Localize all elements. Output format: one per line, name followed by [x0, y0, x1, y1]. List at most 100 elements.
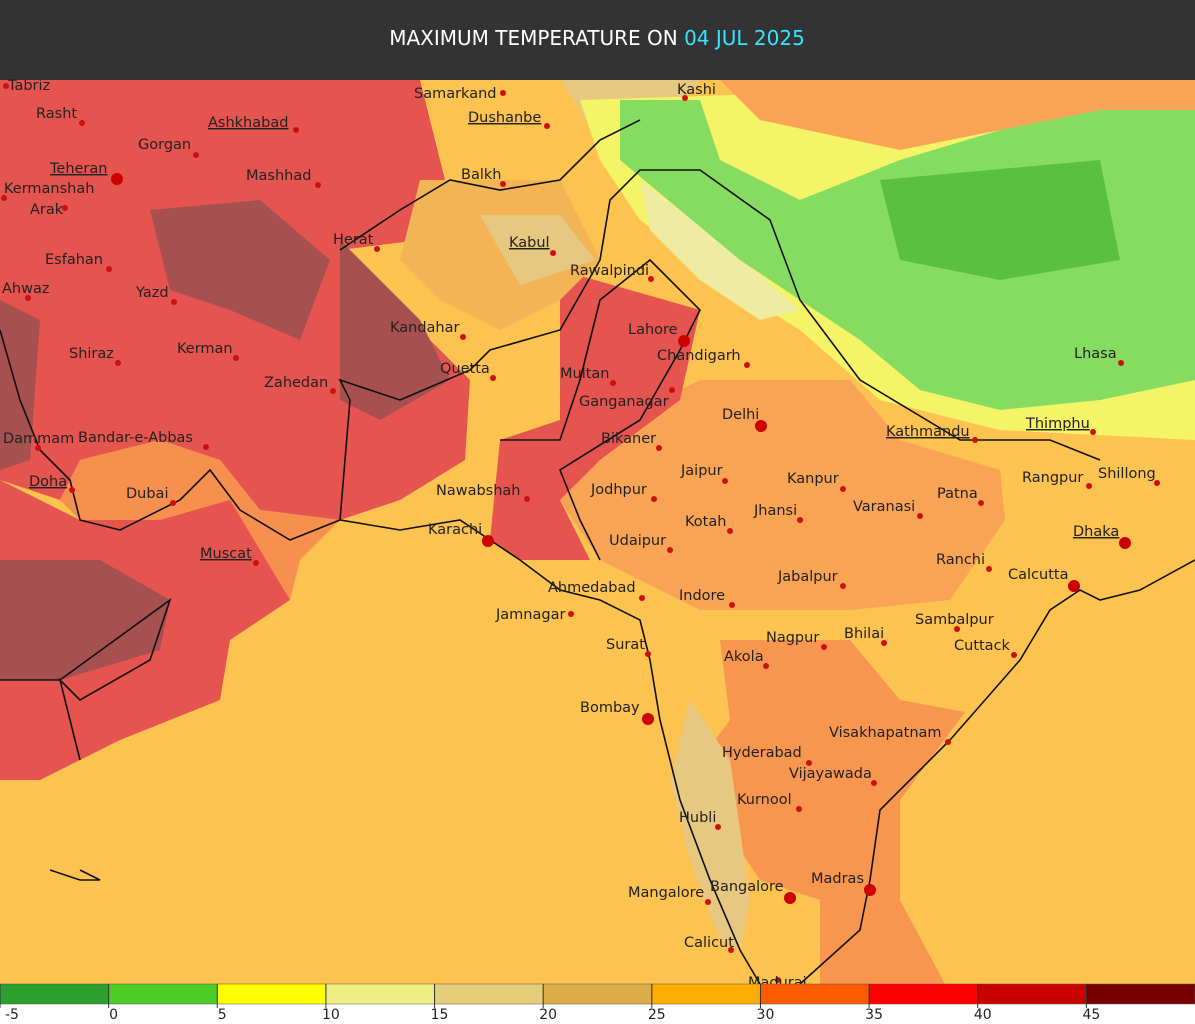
- city-label: Surat: [606, 637, 645, 653]
- legend-tick-label: 25: [648, 1007, 666, 1023]
- legend-tick-label: 35: [865, 1007, 883, 1023]
- city-label: Kanpur: [787, 471, 839, 487]
- city-label: Bikaner: [601, 431, 656, 447]
- city-dot: [79, 120, 85, 126]
- city-label: Rangpur: [1022, 470, 1083, 486]
- city-dot: [330, 388, 336, 394]
- city-label: Ahwaz: [2, 281, 49, 297]
- city-dot: [797, 517, 803, 523]
- city-label: Rasht: [36, 106, 77, 122]
- title-date: 04 JUL 2025: [684, 26, 805, 50]
- city-dot: [1154, 480, 1160, 486]
- legend-swatch: [542, 983, 653, 1005]
- color-legend: -5 0 5 10 15 20 25 30 35 40 45: [0, 983, 1195, 1024]
- city-dot: [544, 123, 550, 129]
- legend-tick-label: 30: [757, 1007, 775, 1023]
- city-label: Lahore: [628, 322, 678, 338]
- city-label: Dushanbe: [468, 110, 541, 126]
- city-label: Kandahar: [390, 320, 459, 336]
- city-dot: [500, 90, 506, 96]
- city-dot: [678, 335, 690, 347]
- city-dot: [986, 566, 992, 572]
- city-label: Kerman: [177, 341, 233, 357]
- city-label: Hyderabad: [722, 745, 802, 761]
- city-dot: [871, 780, 877, 786]
- city-dot: [645, 651, 651, 657]
- city-dot: [35, 445, 41, 451]
- city-label: Varanasi: [853, 499, 915, 515]
- city-label: Delhi: [722, 407, 759, 423]
- city-label: Bandar-e-Abbas: [78, 430, 193, 446]
- city-dot: [69, 487, 75, 493]
- city-dot: [62, 205, 68, 211]
- header-bar: [0, 0, 1195, 80]
- city-dot: [669, 387, 675, 393]
- city-label: Bangalore: [710, 879, 784, 895]
- city-dot: [864, 884, 876, 896]
- city-dot: [193, 152, 199, 158]
- city-dot: [728, 947, 734, 953]
- city-label: Akola: [724, 649, 764, 665]
- city-dot: [667, 547, 673, 553]
- city-label: Mashhad: [246, 168, 311, 184]
- city-dot: [784, 892, 796, 904]
- city-dot: [106, 266, 112, 272]
- city-dot: [840, 583, 846, 589]
- city-label: Chandigarh: [657, 348, 741, 364]
- city-dot: [972, 437, 978, 443]
- city-dot: [722, 478, 728, 484]
- city-label: Jodhpur: [590, 482, 647, 498]
- city-label: Arak: [30, 202, 64, 218]
- city-label: Rawalpindi: [570, 263, 649, 279]
- city-dot: [917, 513, 923, 519]
- city-dot: [755, 420, 767, 432]
- city-label: Patna: [937, 486, 978, 502]
- city-dot: [1086, 483, 1092, 489]
- city-label: Kabul: [509, 235, 550, 251]
- city-dot: [490, 375, 496, 381]
- city-dot: [293, 127, 299, 133]
- city-label: Kurnool: [737, 792, 792, 808]
- city-dot: [806, 760, 812, 766]
- city-dot: [482, 535, 494, 547]
- legend-swatch: [760, 983, 870, 1005]
- city-label: Jhansi: [753, 503, 797, 519]
- city-label: Bombay: [580, 700, 640, 716]
- city-dot: [639, 595, 645, 601]
- city-dot: [648, 276, 654, 282]
- legend-swatch: [651, 983, 761, 1005]
- city-label: Shillong: [1098, 466, 1156, 482]
- city-label: Zahedan: [264, 375, 328, 391]
- city-label: Madras: [811, 871, 864, 887]
- city-dot: [796, 806, 802, 812]
- city-label: Jabalpur: [777, 569, 838, 585]
- city-label: Calicut: [684, 935, 734, 951]
- city-label: Thimphu: [1025, 416, 1090, 432]
- city-dot: [744, 362, 750, 368]
- city-label: Sambalpur: [915, 612, 994, 628]
- city-dot: [821, 644, 827, 650]
- city-dot: [170, 500, 176, 506]
- city-label: Visakhapatnam: [829, 725, 942, 741]
- city-label: Herat: [333, 232, 374, 248]
- city-label: Cuttack: [954, 638, 1011, 654]
- city-label: Dammam: [3, 431, 74, 447]
- city-label: Samarkand: [414, 86, 496, 102]
- city-dot: [642, 713, 654, 725]
- city-dot: [171, 299, 177, 305]
- city-label: Ashkhabad: [208, 115, 288, 131]
- city-dot: [315, 182, 321, 188]
- city-labels: Tabriz Rasht Gorgan Ashkhabad Samarkand Dusha…: [1, 78, 1160, 991]
- city-dot: [945, 739, 951, 745]
- city-label: Tabriz: [7, 78, 50, 94]
- city-dot: [25, 295, 31, 301]
- city-dot: [954, 626, 960, 632]
- city-label: Quetta: [440, 361, 490, 377]
- city-dot: [374, 246, 380, 252]
- city-label: Vijayawada: [789, 766, 872, 782]
- city-dot: [524, 496, 530, 502]
- city-dot: [775, 977, 781, 983]
- city-label: Nagpur: [766, 630, 819, 646]
- city-dot: [460, 334, 466, 340]
- city-label: Kathmandu: [886, 424, 970, 440]
